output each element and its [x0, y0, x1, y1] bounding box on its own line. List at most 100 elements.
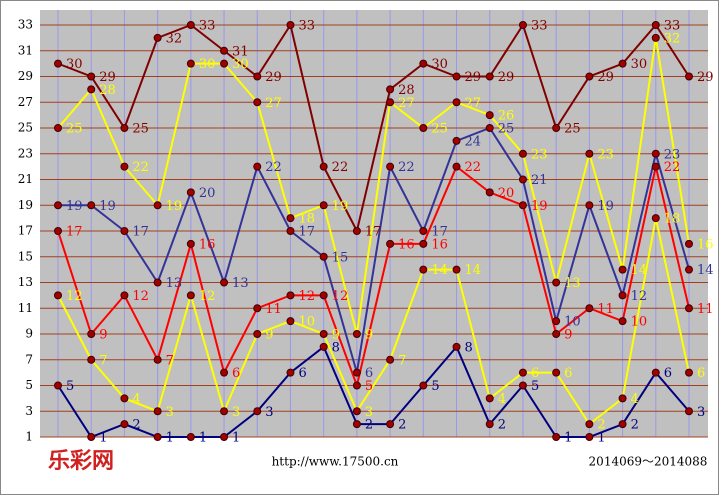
- point: [220, 46, 229, 55]
- point: [585, 433, 594, 441]
- value-label: 9: [365, 328, 373, 343]
- value-label: 12: [631, 289, 648, 304]
- point: [87, 355, 96, 364]
- y-tick-label: 31: [18, 43, 33, 57]
- value-label: 9: [332, 328, 340, 343]
- y-tick-label: 21: [18, 172, 33, 186]
- point: [552, 433, 561, 441]
- point: [386, 85, 395, 94]
- point: [618, 394, 627, 403]
- value-label: 2: [597, 418, 605, 433]
- value-label: 28: [99, 83, 116, 98]
- value-label: 2: [631, 418, 639, 433]
- value-label: 22: [132, 160, 149, 175]
- point: [685, 239, 693, 248]
- value-label: 9: [564, 328, 572, 343]
- point: [518, 368, 527, 377]
- value-label: 33: [531, 19, 548, 34]
- point: [220, 278, 229, 287]
- point: [485, 420, 494, 429]
- point: [286, 227, 295, 235]
- series-line: [57, 345, 690, 439]
- point: [651, 214, 660, 223]
- value-label: 22: [398, 160, 415, 175]
- point: [685, 407, 693, 416]
- value-label: 12: [132, 289, 149, 304]
- point: [120, 394, 129, 403]
- value-label: 4: [498, 392, 506, 407]
- value-label: 25: [498, 122, 515, 137]
- value-label: 5: [66, 379, 74, 394]
- value-label: 30: [199, 57, 216, 72]
- value-label: 15: [332, 250, 349, 265]
- value-label: 16: [398, 237, 415, 252]
- value-label: 1: [597, 431, 605, 446]
- y-tick-label: 19: [18, 198, 33, 212]
- point: [186, 239, 195, 248]
- value-label: 16: [697, 237, 714, 252]
- point: [352, 368, 361, 377]
- value-label: 31: [232, 44, 249, 59]
- value-label: 1: [232, 431, 240, 446]
- point: [153, 433, 162, 441]
- value-label: 22: [265, 160, 282, 175]
- value-label: 11: [265, 302, 282, 317]
- point: [286, 291, 295, 300]
- y-tick-label: 11: [18, 301, 33, 315]
- point: [186, 433, 195, 441]
- value-label: 17: [431, 225, 448, 240]
- value-label: 3: [265, 405, 273, 420]
- value-label: 3: [232, 405, 240, 420]
- point: [253, 407, 262, 416]
- point: [485, 111, 494, 120]
- point: [518, 381, 527, 390]
- value-label: 17: [132, 225, 149, 240]
- value-label: 27: [398, 96, 415, 111]
- value-label: 1: [564, 431, 572, 446]
- point: [220, 407, 229, 416]
- value-label: 21: [531, 173, 548, 188]
- value-label: 23: [597, 147, 614, 162]
- point: [220, 59, 229, 68]
- value-label: 18: [298, 212, 315, 227]
- value-label: 7: [99, 353, 107, 368]
- value-label: 29: [99, 70, 116, 85]
- value-label: 20: [498, 186, 515, 201]
- point: [552, 317, 561, 326]
- point: [319, 162, 328, 171]
- value-label: 7: [166, 353, 174, 368]
- point: [253, 72, 262, 81]
- point: [585, 304, 594, 313]
- value-label: 3: [365, 405, 373, 420]
- value-label: 6: [531, 366, 539, 381]
- value-label: 12: [199, 289, 216, 304]
- value-label: 3: [166, 405, 174, 420]
- point: [552, 278, 561, 287]
- value-label: 32: [166, 31, 183, 46]
- value-label: 23: [531, 147, 548, 162]
- point: [286, 21, 295, 29]
- point: [153, 33, 162, 42]
- point: [352, 420, 361, 429]
- point: [452, 162, 461, 171]
- point: [54, 124, 62, 132]
- value-label: 13: [166, 276, 183, 291]
- value-label: 16: [199, 237, 216, 252]
- point: [352, 407, 361, 416]
- point: [651, 162, 660, 171]
- point: [253, 162, 262, 171]
- y-tick-label: 29: [18, 69, 33, 83]
- point: [153, 201, 162, 210]
- value-label: 19: [66, 199, 83, 214]
- value-label: 9: [99, 328, 107, 343]
- point: [120, 420, 129, 429]
- value-label: 1: [99, 431, 107, 446]
- point: [518, 201, 527, 210]
- point: [120, 124, 129, 132]
- point: [54, 381, 62, 390]
- point: [618, 291, 627, 300]
- value-label: 30: [66, 57, 83, 72]
- series-line: [57, 22, 690, 234]
- point: [552, 124, 561, 132]
